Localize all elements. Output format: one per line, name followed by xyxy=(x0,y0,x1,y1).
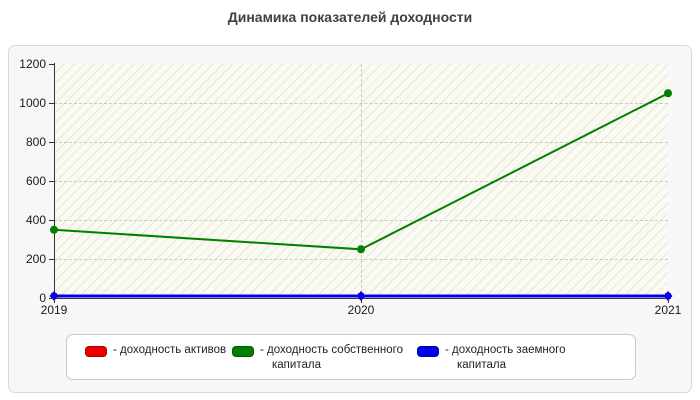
y-axis-tick xyxy=(49,64,54,65)
legend-swatch-1 xyxy=(232,346,254,357)
y-axis-tick xyxy=(49,259,54,260)
y-tick-label: 200 xyxy=(25,252,46,266)
legend: - доходность активов - доходность собстве… xyxy=(66,334,636,380)
chart-panel: - доходность активов - доходность собстве… xyxy=(8,45,692,393)
legend-item-label: - доходность заемного капитала xyxy=(445,344,566,371)
y-tick-label: 0 xyxy=(39,291,46,305)
legend-swatch-0 xyxy=(85,346,107,357)
legend-item-label: - доходность собственного капитала xyxy=(260,344,403,371)
series-marker-1 xyxy=(357,245,365,254)
y-tick-label: 1000 xyxy=(19,96,46,110)
series-marker-2 xyxy=(356,291,366,301)
vertical-gridline xyxy=(361,64,362,298)
legend-item: - доходность активов xyxy=(85,343,226,358)
y-axis-line xyxy=(54,63,55,299)
chart-title: Динамика показателей доходности xyxy=(227,9,473,25)
legend-swatch-2 xyxy=(417,346,439,357)
y-axis-tick xyxy=(49,103,54,104)
series-plot xyxy=(49,89,673,301)
series-marker-2 xyxy=(663,291,673,301)
x-axis-tick xyxy=(361,299,362,303)
y-axis-tick xyxy=(49,220,54,221)
x-axis-tick xyxy=(668,299,669,303)
plot-area xyxy=(54,64,668,298)
y-tick-label: 600 xyxy=(25,174,46,188)
x-tick-label: 2019 xyxy=(40,303,68,317)
y-tick-label: 1200 xyxy=(19,57,46,71)
y-tick-label: 400 xyxy=(25,213,46,227)
x-tick-label: 2021 xyxy=(654,303,682,317)
series-marker-1 xyxy=(50,225,58,234)
y-axis-tick xyxy=(49,142,54,143)
series-marker-1 xyxy=(664,89,672,98)
legend-item: - доходность собственного капитала xyxy=(232,343,444,373)
x-tick-label: 2020 xyxy=(347,303,375,317)
y-axis-tick xyxy=(49,181,54,182)
y-tick-label: 800 xyxy=(25,135,46,149)
legend-item: - доходность заемного капитала xyxy=(417,343,609,373)
x-axis-tick xyxy=(54,299,55,303)
legend-item-label: - доходность активов xyxy=(113,344,227,356)
series-line-1 xyxy=(53,92,669,251)
y-axis-tick xyxy=(49,298,54,299)
